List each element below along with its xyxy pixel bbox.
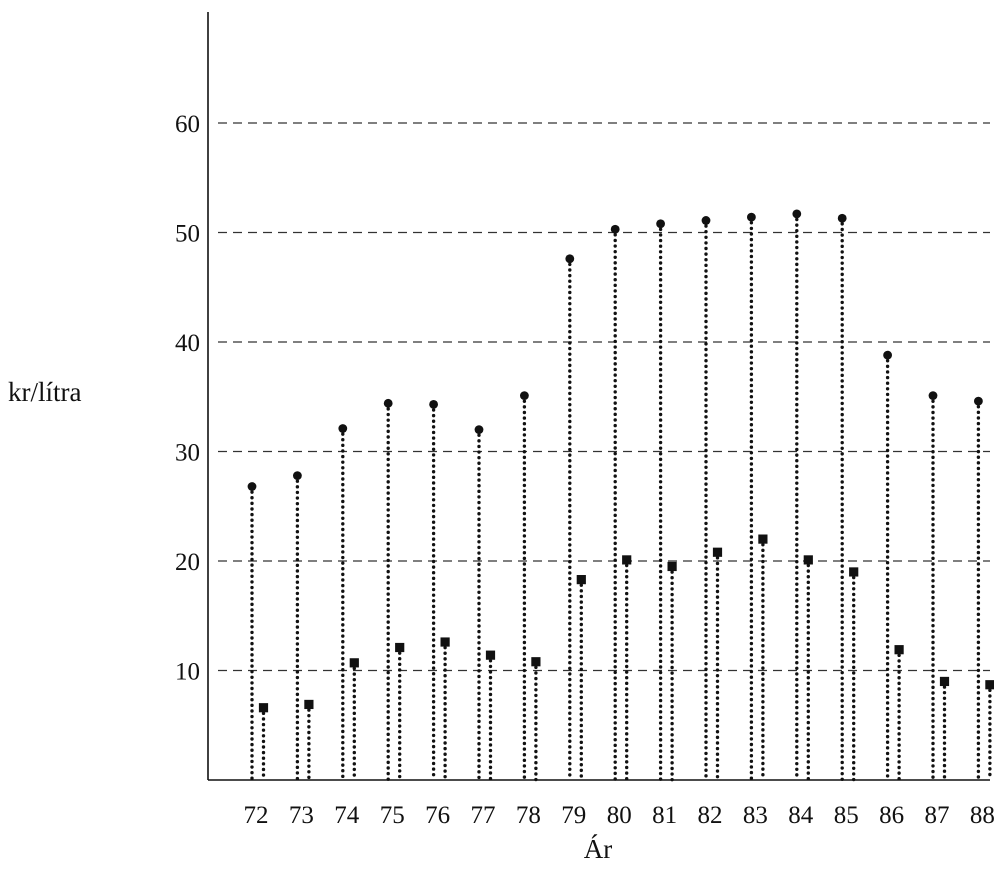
x-tick-label-83: 83 (743, 802, 768, 829)
point-square-75 (395, 642, 405, 653)
point-square-85 (849, 567, 859, 577)
point-square-86 (894, 645, 904, 655)
x-tick-label-77: 77 (471, 802, 496, 829)
point-circle-88 (974, 396, 983, 406)
x-tick-label-80: 80 (607, 802, 632, 829)
y-tick-label-50: 50 (175, 221, 200, 248)
x-tick-label-78: 78 (516, 802, 541, 829)
x-tick-label-86: 86 (879, 802, 904, 829)
point-circle-84 (792, 209, 802, 219)
x-tick-label-88: 88 (970, 802, 994, 829)
x-tick-label-76: 76 (425, 802, 450, 829)
x-tick-label-75: 75 (380, 802, 405, 829)
point-square-88 (985, 680, 994, 690)
point-circle-85 (837, 213, 847, 223)
point-circle-80 (610, 224, 620, 234)
point-square-84 (803, 555, 813, 565)
y-tick-label-10: 10 (175, 659, 200, 686)
dotted-stems (250, 212, 992, 782)
point-circle-86 (883, 350, 892, 360)
point-circle-77 (474, 425, 484, 434)
point-circle-87 (928, 391, 938, 401)
y-tick-label-20: 20 (175, 549, 200, 576)
point-square-72 (258, 703, 269, 713)
point-square-78 (531, 657, 541, 667)
y-tick-labels: 10 20 30 40 50 60 (175, 111, 200, 686)
point-square-83 (758, 534, 768, 544)
x-tick-label-84: 84 (788, 802, 814, 829)
y-tick-label-30: 30 (175, 440, 200, 467)
point-square-76 (440, 637, 450, 647)
point-square-79 (576, 575, 586, 585)
point-circle-81 (656, 219, 665, 229)
point-circle-78 (520, 391, 529, 401)
data-markers (247, 209, 994, 713)
point-square-87 (939, 676, 950, 687)
x-tick-label-82: 82 (698, 802, 723, 829)
x-tick-label-81: 81 (652, 802, 677, 829)
point-circle-72 (247, 482, 257, 491)
point-circle-79 (565, 254, 575, 264)
x-tick-labels: 72 73 74 75 76 77 78 79 80 81 82 83 84 85 86 87 88 (244, 802, 994, 829)
point-square-74 (349, 658, 359, 668)
x-tick-label-73: 73 (289, 802, 314, 829)
point-square-81 (667, 561, 677, 572)
x-axis-label: Ár (584, 834, 613, 864)
y-tick-label-60: 60 (175, 111, 200, 138)
point-circle-73 (293, 471, 302, 480)
x-tick-label-74: 74 (334, 802, 360, 829)
y-axis-label: kr/lítra (8, 377, 81, 407)
gridlines (218, 122, 990, 672)
point-circle-76 (429, 400, 438, 409)
x-tick-label-85: 85 (834, 802, 859, 829)
point-circle-75 (383, 398, 393, 408)
point-square-77 (485, 650, 496, 660)
x-tick-label-79: 79 (561, 802, 586, 829)
point-circle-82 (701, 216, 711, 225)
x-tick-label-87: 87 (925, 802, 950, 829)
x-tick-label-72: 72 (244, 802, 269, 829)
point-square-82 (712, 547, 723, 557)
point-square-80 (622, 555, 632, 565)
point-circle-74 (338, 424, 348, 433)
y-tick-label-40: 40 (175, 330, 200, 357)
point-circle-83 (747, 212, 756, 222)
point-square-73 (304, 699, 314, 710)
axes (207, 12, 990, 781)
